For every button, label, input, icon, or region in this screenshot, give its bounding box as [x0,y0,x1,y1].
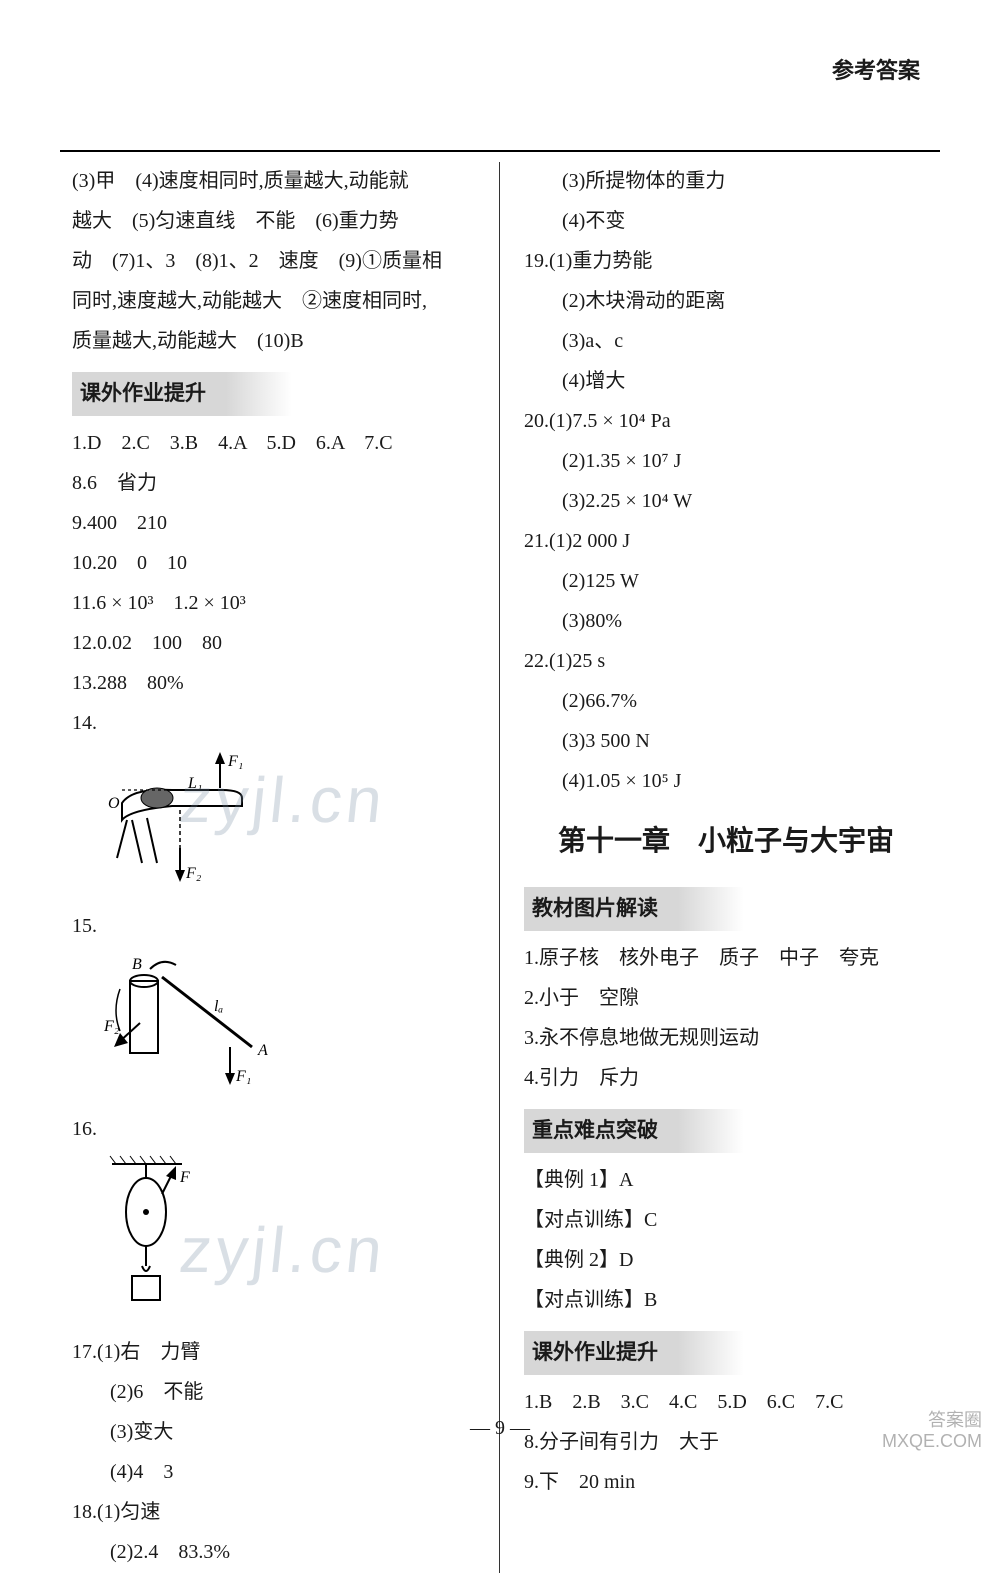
answer-line: 11.6 × 10³ 1.2 × 10³ [72,584,475,622]
answer-line: 【典例 2】D [524,1241,928,1279]
text-line: 质量越大,动能越大 (10)B [72,322,475,360]
answer-line: (2)6 不能 [72,1373,475,1411]
fig14-F1-label: F₁ [227,753,243,770]
answer-line: (4)4 3 [72,1453,475,1491]
answer-line: 10.20 0 10 [72,544,475,582]
answer-line: 20.(1)7.5 × 10⁴ Pa [524,402,928,440]
corner-logo-line1: 答案圈 [882,1410,982,1432]
fig15-A-label: A [257,1042,268,1059]
figure-14: F₁ O L₁ F₂ [102,748,475,901]
answer-line: (2)125 W [524,562,928,600]
section-heading: 重点难点突破 [524,1109,744,1153]
answer-line: 1.原子核 核外电子 质子 中子 夸克 [524,939,928,977]
header-rule [60,150,940,152]
answer-line: 【对点训练】B [524,1281,928,1319]
fig16-F-label: F [179,1169,190,1186]
answer-line: (2)1.35 × 10⁷ J [524,442,928,480]
text-line: 动 (7)1、3 (8)1、2 速度 (9)①质量相 [72,242,475,280]
answer-line: (2)66.7% [524,682,928,720]
fig15-B-label: B [132,956,142,973]
answer-line: (3)80% [524,602,928,640]
answer-line: (3)a、c [524,322,928,360]
answer-line: 3.永不停息地做无规则运动 [524,1019,928,1057]
answer-line: 【典例 1】A [524,1161,928,1199]
figure-15: B A lₐ F₂ F₁ [102,951,475,1104]
section-heading: 课外作业提升 [524,1331,744,1375]
corner-logo: 答案圈 MXQE.COM [882,1410,982,1453]
answer-line: (2)2.4 83.3% [72,1533,475,1571]
answer-line: 1.D 2.C 3.B 4.A 5.D 6.A 7.C [72,424,475,462]
answer-line: (3)所提物体的重力 [524,162,928,200]
answer-line: (2)木块滑动的距离 [524,282,928,320]
answer-line: 13.288 80% [72,664,475,702]
answer-line: (3)3 500 N [524,722,928,760]
fig15-lA-label: lₐ [214,998,223,1015]
answer-line: (4)增大 [524,362,928,400]
answer-line: 【对点训练】C [524,1201,928,1239]
page-header-right: 参考答案 [832,50,920,92]
answer-line: (3)2.25 × 10⁴ W [524,482,928,520]
answer-line: 4.引力 斥力 [524,1059,928,1097]
answer-line: 9.400 210 [72,504,475,542]
section-heading: 教材图片解读 [524,887,744,931]
answer-line: 18.(1)匀速 [72,1493,475,1531]
answer-line: (4)1.05 × 10⁵ J [524,762,928,800]
answer-line: 16. [72,1110,475,1148]
figure-16: F [102,1154,475,1327]
answer-line: 21.(1)2 000 J [524,522,928,560]
answer-line: 15. [72,907,475,945]
answer-line: 19.(1)重力势能 [524,242,928,280]
chapter-title: 第十一章 小粒子与大宇宙 [524,814,928,867]
answer-line: 14. [72,704,475,742]
text-line: 越大 (5)匀速直线 不能 (6)重力势 [72,202,475,240]
answer-line: 2.小于 空隙 [524,979,928,1017]
fig15-F1-label: F₁ [235,1068,251,1085]
answer-line: 9.下 20 min [524,1463,928,1501]
answer-line: 17.(1)右 力臂 [72,1333,475,1371]
answer-line: (4)不变 [524,202,928,240]
fig14-O-label: O [108,795,120,812]
corner-logo-line2: MXQE.COM [882,1431,982,1453]
answer-line: 22.(1)25 s [524,642,928,680]
fig14-F2-label: F₂ [185,865,202,882]
answer-line: 8.6 省力 [72,464,475,502]
answer-line: 12.0.02 100 80 [72,624,475,662]
section-heading: 课外作业提升 [72,372,292,416]
right-column: (3)所提物体的重力 (4)不变 19.(1)重力势能 (2)木块滑动的距离 (… [500,162,940,1573]
text-line: 同时,速度越大,动能越大 ②速度相同时, [72,282,475,320]
text-line: (3)甲 (4)速度相同时,质量越大,动能就 [72,162,475,200]
left-column: (3)甲 (4)速度相同时,质量越大,动能就 越大 (5)匀速直线 不能 (6)… [60,162,500,1573]
two-column-layout: (3)甲 (4)速度相同时,质量越大,动能就 越大 (5)匀速直线 不能 (6)… [60,162,940,1573]
page-number: — 9 — [0,1409,1000,1447]
